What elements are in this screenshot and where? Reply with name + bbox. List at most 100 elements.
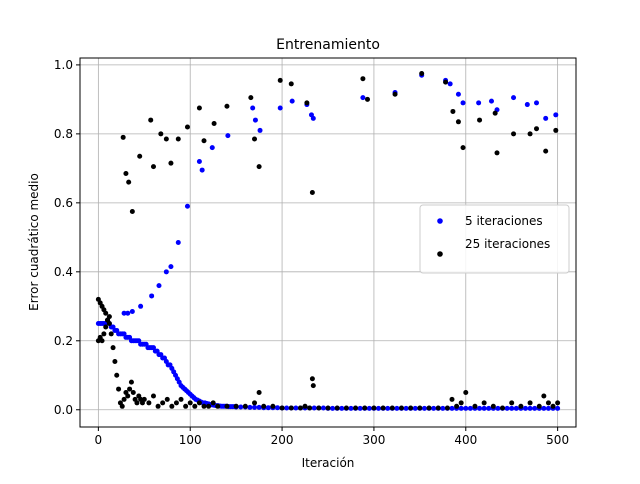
- legend: 5 iteraciones 25 iteraciones: [419, 204, 570, 274]
- data-point: [187, 400, 193, 406]
- data-point: [392, 91, 398, 97]
- data-point: [119, 403, 125, 409]
- data-point: [460, 100, 466, 106]
- data-point: [477, 405, 483, 411]
- data-point: [431, 405, 437, 411]
- data-point: [163, 269, 169, 275]
- data-point: [184, 203, 190, 209]
- data-point: [137, 153, 143, 159]
- data-point: [247, 404, 253, 410]
- data-point: [201, 403, 207, 409]
- data-point: [121, 310, 127, 316]
- data-point: [467, 405, 473, 411]
- data-point: [196, 158, 202, 164]
- data-point: [495, 405, 501, 411]
- y-tick-label: 0.6: [54, 196, 73, 210]
- data-point: [196, 400, 202, 406]
- data-point: [509, 400, 515, 406]
- data-point: [138, 303, 144, 309]
- data-point: [541, 405, 547, 411]
- data-point: [156, 283, 162, 289]
- grid-lines: [80, 58, 576, 427]
- data-point: [289, 98, 295, 104]
- data-point: [330, 405, 336, 411]
- data-point: [357, 405, 363, 411]
- legend-marker-series-1: [437, 218, 443, 224]
- data-point: [394, 405, 400, 411]
- data-point: [449, 405, 455, 411]
- data-point: [277, 105, 283, 111]
- y-tick-label: 0.2: [54, 334, 73, 348]
- data-point: [316, 405, 322, 411]
- data-point: [309, 376, 315, 382]
- data-point: [343, 405, 349, 411]
- x-tick-label: 200: [271, 433, 294, 447]
- data-point: [527, 405, 533, 411]
- data-point: [455, 91, 461, 97]
- data-point: [288, 81, 294, 87]
- data-point: [524, 102, 530, 108]
- data-point: [320, 405, 326, 411]
- data-point: [304, 100, 310, 106]
- data-point: [125, 310, 131, 316]
- data-point: [421, 405, 427, 411]
- data-point: [128, 379, 134, 385]
- data-point: [155, 403, 161, 409]
- data-point: [543, 148, 549, 154]
- data-point: [412, 405, 418, 411]
- data-point: [307, 405, 313, 411]
- data-point: [125, 393, 131, 399]
- legend-label-series-2: 25 iteraciones: [465, 237, 550, 251]
- data-point: [106, 314, 112, 320]
- data-point: [527, 131, 533, 137]
- data-point: [103, 310, 109, 316]
- data-point: [169, 403, 175, 409]
- data-point: [288, 405, 294, 411]
- data-point: [481, 405, 487, 411]
- data-point: [256, 164, 262, 170]
- data-point: [310, 115, 316, 121]
- data-point: [270, 403, 276, 409]
- data-point: [488, 98, 494, 104]
- data-point: [101, 331, 107, 337]
- data-point: [160, 400, 166, 406]
- x-tick-label: 400: [454, 433, 477, 447]
- series-2-points: [95, 71, 561, 411]
- data-point: [183, 403, 189, 409]
- data-point: [158, 131, 164, 137]
- data-point: [555, 400, 561, 406]
- data-point: [215, 403, 221, 409]
- data-point: [534, 126, 540, 132]
- data-point: [261, 403, 267, 409]
- data-point: [175, 240, 181, 245]
- data-point: [472, 403, 478, 409]
- data-point: [500, 405, 506, 411]
- data-point: [196, 105, 202, 111]
- data-point: [380, 405, 386, 411]
- data-points: [95, 71, 561, 411]
- x-tick-label: 0: [95, 433, 103, 447]
- data-point: [168, 160, 174, 166]
- data-point: [242, 403, 248, 409]
- y-tick-label: 1.0: [54, 58, 73, 72]
- data-point: [120, 134, 126, 140]
- data-point: [408, 405, 414, 411]
- data-point: [126, 179, 132, 185]
- data-point: [463, 390, 469, 396]
- data-point: [302, 403, 308, 409]
- data-point: [458, 400, 464, 406]
- data-point: [141, 396, 147, 402]
- data-point: [164, 396, 170, 402]
- data-point: [376, 405, 382, 411]
- data-point: [444, 405, 450, 411]
- data-point: [108, 331, 114, 337]
- data-point: [103, 324, 109, 330]
- y-tick-label: 0.4: [54, 265, 73, 279]
- x-tick-label: 500: [546, 433, 569, 447]
- data-point: [325, 405, 331, 411]
- data-point: [455, 119, 461, 125]
- data-point: [163, 136, 169, 142]
- data-point: [250, 105, 256, 111]
- data-point: [224, 403, 230, 409]
